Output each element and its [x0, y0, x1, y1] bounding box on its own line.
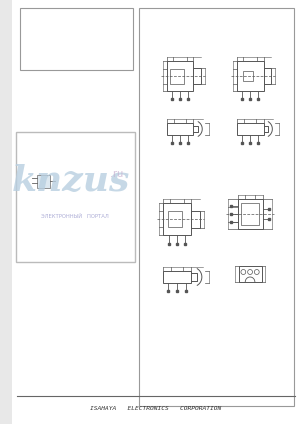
Bar — [170, 69, 184, 84]
Bar — [16, 132, 135, 262]
Bar — [242, 203, 259, 225]
Bar — [167, 61, 194, 91]
Text: ISAHAYA   ELECTRONICS   CORPORATION: ISAHAYA ELECTRONICS CORPORATION — [90, 405, 222, 410]
Bar — [37, 176, 50, 188]
Bar — [237, 123, 263, 135]
Bar — [243, 71, 253, 81]
Bar — [163, 203, 191, 235]
Text: .ru: .ru — [110, 169, 123, 179]
Bar — [238, 266, 262, 282]
Text: knzus: knzus — [11, 165, 130, 198]
Bar — [191, 210, 200, 228]
Bar — [168, 211, 182, 227]
Text: ЭЛЕКТРОННЫЙ   ПОРТАЛ: ЭЛЕКТРОННЫЙ ПОРТАЛ — [41, 214, 109, 219]
Bar — [163, 271, 191, 283]
Bar — [167, 123, 194, 135]
Bar — [20, 8, 133, 70]
Bar — [139, 8, 294, 406]
Bar — [194, 68, 201, 84]
Bar — [237, 61, 263, 91]
Bar — [238, 199, 262, 229]
Bar — [263, 68, 271, 84]
